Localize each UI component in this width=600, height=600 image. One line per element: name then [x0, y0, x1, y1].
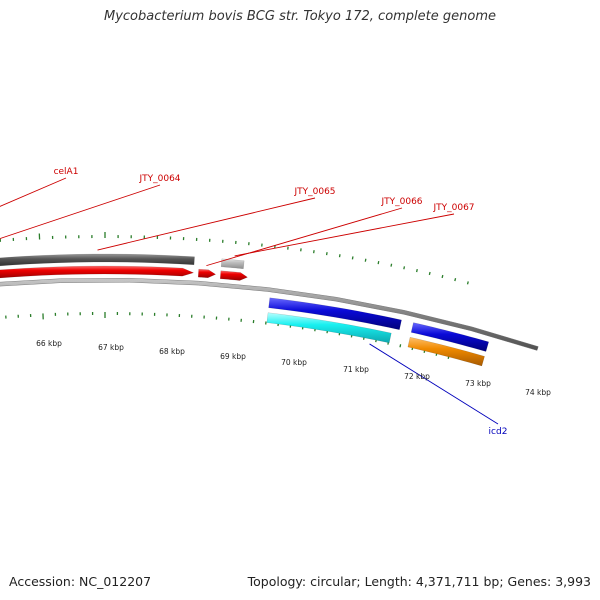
leader-icd2 [369, 343, 499, 425]
outer-tick [428, 271, 431, 276]
cds-red-3 [0, 265, 195, 279]
outer-tick [415, 269, 418, 273]
label-layer: celA1 JTY_0064 JTY_0065 JTY_0066 JTY_0067icd… [0, 167, 551, 437]
tick-layer [0, 232, 469, 360]
outer-tick [377, 261, 380, 265]
scale-label: 73 kbp [465, 379, 491, 388]
leader-jty_0067 [234, 213, 455, 257]
scale-label: 71 kbp [343, 365, 369, 374]
scale-label: 69 kbp [220, 352, 246, 361]
outer-tick [364, 258, 367, 262]
outer-tick [466, 281, 469, 285]
leader-jty_0064 [0, 184, 161, 240]
gene-cyan-6 [266, 312, 392, 344]
leader-jty_0066 [206, 207, 403, 267]
scale-label: 66 kbp [36, 339, 62, 348]
outer-tick [390, 263, 393, 267]
scale-label: 72 kbp [404, 372, 430, 381]
gene-label-icd2: icd2 [489, 427, 508, 437]
outer-tick [403, 266, 406, 270]
gene-blue-7 [410, 322, 489, 352]
accession-text: Accession: NC_012207 [9, 574, 152, 589]
scale-label: 68 kbp [159, 347, 185, 356]
gene-gray-3 [0, 253, 195, 267]
scale-label: 74 kbp [525, 388, 551, 397]
leader-cela1 [0, 177, 67, 207]
gene-label-jty_0064: JTY_0064 [138, 174, 180, 184]
outer-tick [351, 256, 354, 260]
feature-layer [0, 253, 539, 367]
cds-red-5 [219, 270, 248, 281]
gene-blue-6 [268, 297, 402, 330]
leader-jty_0065 [97, 197, 316, 251]
cds-red-4 [197, 268, 217, 278]
gene-label-jty_0065: JTY_0065 [293, 187, 335, 197]
backbone-ring [0, 278, 539, 351]
gene-label-cela1: celA1 [54, 167, 79, 177]
scale-label: 67 kbp [98, 343, 124, 352]
gene-orange-7 [407, 336, 485, 367]
outer-tick [454, 278, 457, 282]
map-title: Mycobacterium bovis BCG str. Tokyo 172, … [104, 9, 496, 24]
scale-label: 70 kbp [281, 358, 307, 367]
gene-label-jty_0066: JTY_0066 [380, 197, 422, 207]
genome-summary-text: Topology: circular; Length: 4,371,711 bp… [247, 574, 591, 589]
inner-tick [399, 344, 402, 348]
outer-tick [441, 274, 444, 279]
gene-gray-5 [220, 258, 245, 269]
gene-label-jty_0067: JTY_0067 [432, 203, 474, 213]
